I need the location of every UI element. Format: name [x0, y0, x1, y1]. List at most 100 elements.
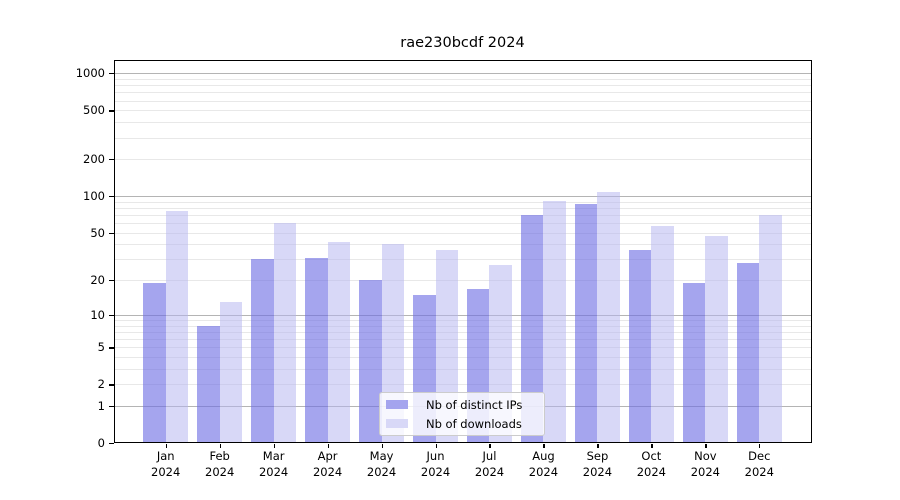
x-tick-label: Jun 2024: [420, 449, 451, 479]
x-tick: [165, 443, 167, 449]
gridline-minor: [114, 85, 811, 87]
y-tick-label: 2: [97, 377, 105, 392]
x-tick-label: Sep 2024: [582, 449, 613, 479]
legend-swatch-downloads-icon: [386, 418, 408, 429]
x-tick: [543, 443, 545, 449]
x-tick: [759, 443, 761, 449]
y-tick: [109, 280, 114, 282]
gridline-major: [114, 314, 811, 316]
y-tick: [109, 384, 114, 386]
x-tick-label: Nov 2024: [690, 449, 720, 479]
bar-ips-jan: [143, 282, 166, 444]
bar-ips-dec: [736, 262, 760, 444]
gridline-minor: [114, 110, 811, 112]
y-tick: [109, 314, 114, 317]
bar-downloads-mar: [273, 223, 297, 444]
y-tick-label: 200: [83, 152, 105, 167]
gridline-major: [114, 196, 811, 198]
gridline-minor: [114, 339, 811, 341]
y-tick: [109, 443, 114, 445]
bar-downloads-oct: [651, 225, 674, 444]
bar-ips-apr: [305, 257, 328, 444]
x-tick: [327, 443, 329, 449]
chart-title: rae230bcdf 2024: [400, 35, 525, 51]
x-tick: [435, 443, 437, 449]
x-tick-label: Apr 2024: [312, 449, 343, 479]
x-tick: [219, 443, 221, 449]
gridline-minor: [114, 357, 811, 359]
gridline-minor: [114, 331, 811, 333]
y-tick-label: 5: [97, 340, 105, 355]
y-tick: [109, 232, 114, 234]
y-tick: [109, 347, 114, 349]
x-tick-label: Dec 2024: [744, 449, 774, 479]
x-tick-label: Jan 2024: [151, 449, 181, 479]
y-tick-label: 1: [97, 399, 105, 414]
gridline-minor: [114, 201, 811, 203]
legend-swatch-distinct-ips-icon: [386, 399, 408, 410]
legend-item: Nb of downloads: [385, 415, 539, 432]
x-tick: [705, 443, 707, 449]
gridline-minor: [114, 369, 811, 371]
gridline-minor: [114, 347, 811, 349]
gridline-minor: [114, 159, 811, 161]
bar-downloads-jan: [165, 211, 189, 444]
bar-downloads-aug: [543, 200, 566, 444]
x-tick-label: Jul 2024: [474, 449, 505, 479]
y-tick-label: 50: [90, 225, 105, 240]
legend-label-distinct-ips: Nb of distinct IPs: [426, 397, 523, 412]
gridline-minor: [114, 207, 811, 209]
x-tick-label: Aug 2024: [528, 449, 559, 479]
gridline-minor: [114, 280, 811, 282]
gridline-major: [114, 73, 811, 75]
gridline-minor: [114, 100, 811, 102]
y-tick-label: 10: [90, 307, 105, 322]
y-tick-label: 20: [90, 273, 105, 288]
bar-ips-mar: [251, 259, 274, 444]
gridline-minor: [114, 259, 811, 261]
gridline-minor: [114, 122, 811, 124]
gridline-minor: [114, 325, 811, 327]
gridline-minor: [114, 92, 811, 94]
bar-ips-may: [359, 280, 382, 444]
x-tick-label: May 2024: [366, 449, 397, 479]
y-tick: [109, 73, 114, 75]
bar-ips-oct: [628, 249, 652, 444]
legend-label-downloads: Nb of downloads: [426, 416, 522, 431]
bar-ips-aug: [521, 215, 544, 444]
y-tick: [109, 196, 114, 198]
bar-downloads-nov: [705, 235, 728, 444]
gridline-minor: [114, 319, 811, 321]
bar-downloads-sep: [597, 192, 620, 444]
bar-ips-feb: [197, 325, 220, 444]
legend: Nb of distinct IPs Nb of downloads: [379, 392, 545, 436]
gridline-minor: [114, 384, 811, 386]
bar-ips-sep: [575, 203, 598, 444]
bar-ips-nov: [682, 282, 706, 444]
x-tick: [489, 443, 491, 449]
gridline-minor: [114, 244, 811, 246]
gridline-minor: [114, 137, 811, 139]
x-tick-label: Feb 2024: [205, 449, 235, 479]
y-tick-label: 1000: [75, 66, 105, 81]
bar-downloads-apr: [327, 241, 350, 444]
y-tick-label: 500: [83, 103, 105, 118]
gridline-minor: [114, 78, 811, 80]
gridline-minor: [114, 232, 811, 234]
bar-downloads-feb: [219, 301, 243, 444]
legend-item: Nb of distinct IPs: [385, 396, 539, 413]
gridline-minor: [114, 215, 811, 216]
x-tick-label: Oct 2024: [636, 449, 667, 479]
y-tick: [109, 406, 114, 408]
x-tick-label: Mar 2024: [258, 449, 289, 479]
gridline-minor: [114, 223, 811, 225]
y-tick-label: 100: [83, 189, 105, 204]
x-tick: [273, 443, 275, 449]
x-tick: [651, 443, 653, 449]
x-tick: [597, 443, 599, 449]
y-tick: [109, 110, 114, 112]
y-tick-label: 0: [97, 436, 105, 451]
y-tick: [109, 159, 114, 161]
bar-downloads-dec: [759, 215, 782, 444]
